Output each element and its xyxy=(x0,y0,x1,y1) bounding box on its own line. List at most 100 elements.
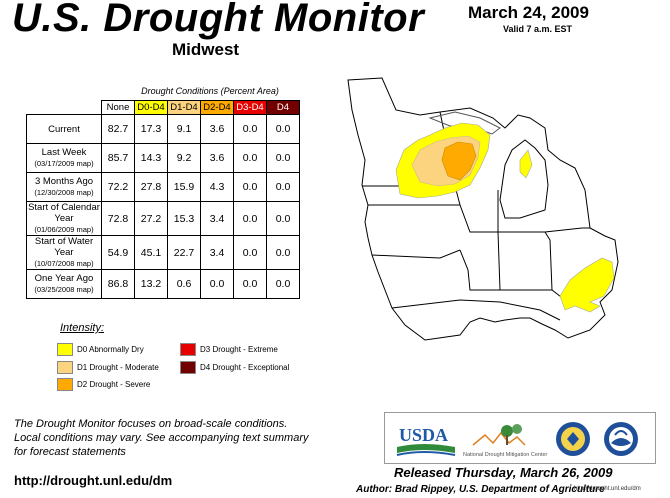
table-cell: 22.7 xyxy=(167,235,201,270)
usda-logo: USDA xyxy=(396,425,456,456)
row-label-date: (10/07/2008 map) xyxy=(34,259,94,268)
legend-label: D4 Drought - Exceptional xyxy=(200,363,290,372)
legend-title: Intensity: xyxy=(60,322,105,334)
drought-monitor-link[interactable]: http://drought.unl.edu/dm xyxy=(14,473,173,488)
michigan-lower xyxy=(499,139,549,219)
table-cell: 14.3 xyxy=(134,143,168,173)
table-cell: 13.2 xyxy=(134,269,168,299)
state-line xyxy=(459,249,505,291)
valid-time: Valid 7 a.m. EST xyxy=(503,24,573,34)
legend-swatch xyxy=(57,361,73,374)
table-cell: 0.0 xyxy=(200,269,234,299)
table-row: One Year Ago (03/25/2008 map) 86.8 13.2 0.6 0… xyxy=(26,269,300,299)
row-label-text: Start of Water Year xyxy=(34,236,94,258)
table-cell: 0.0 xyxy=(266,235,300,270)
release-date: Released Thursday, March 26, 2009 xyxy=(394,465,613,480)
d2-severe-drought-area xyxy=(441,141,477,181)
d0-abnormally-dry-area xyxy=(559,257,615,313)
row-label: One Year Ago (03/25/2008 map) xyxy=(26,269,102,299)
row-label: Start of Water Year (10/07/2008 map) xyxy=(26,235,102,270)
table-cell: 0.0 xyxy=(233,143,267,173)
ndmc-logo: National Drought Mitigation Center xyxy=(463,424,548,458)
row-label-text: One Year Ago xyxy=(34,273,94,284)
table-cell: 0.6 xyxy=(167,269,201,299)
table-cell: 0.0 xyxy=(233,269,267,299)
midwest-map xyxy=(347,77,619,341)
table-row: Current 82.7 17.3 9.1 3.6 0.0 0.0 xyxy=(26,114,300,144)
table-cell: 0.0 xyxy=(233,172,267,202)
legend-swatch xyxy=(180,343,196,356)
table-cell: 4.3 xyxy=(200,172,234,202)
row-label: 3 Months Ago (12/30/2008 map) xyxy=(26,172,102,202)
region-name: Midwest xyxy=(172,40,240,59)
column-header: D3-D4 xyxy=(233,100,267,115)
table-row: Last Week (03/17/2009 map) 85.7 14.3 9.2 3.6 0… xyxy=(26,143,300,173)
state-line xyxy=(497,190,501,291)
agency-logos: USDA National Drought Mitigation Center xyxy=(384,412,656,464)
legend-swatch xyxy=(180,361,196,374)
row-label-text: 3 Months Ago xyxy=(34,176,94,187)
logos-svg: USDA National Drought Mitigation Center xyxy=(396,422,638,458)
row-label-date: (01/06/2009 map) xyxy=(34,225,94,234)
state-line xyxy=(544,227,590,233)
row-label: Last Week (03/17/2009 map) xyxy=(26,143,102,173)
row-label-text: Start of Calendar Year xyxy=(28,202,100,224)
table-row: Start of Calendar Year (01/06/2009 map) 72… xyxy=(26,201,300,236)
table-cell: 9.1 xyxy=(167,114,201,144)
table-cell: 0.0 xyxy=(233,114,267,144)
table-cell: 54.9 xyxy=(101,235,135,270)
column-header: None xyxy=(101,100,135,115)
state-line xyxy=(368,204,498,233)
row-label-date: (03/17/2009 map) xyxy=(34,159,94,168)
legend-label: D1 Drought - Moderate xyxy=(77,363,159,372)
table-cell: 82.7 xyxy=(101,114,135,144)
commerce-seal-icon xyxy=(556,422,590,456)
table-header-row: None D0-D4 D1-D4 D2-D4 D3-D4 D4 xyxy=(27,100,300,115)
noaa-seal-icon xyxy=(604,422,638,456)
legend-label: D3 Drought - Extreme xyxy=(200,345,278,354)
map-date: March 24, 2009 xyxy=(468,3,589,22)
table-cell: 27.2 xyxy=(134,201,168,236)
row-label: Current xyxy=(26,114,102,144)
table-cell: 15.9 xyxy=(167,172,201,202)
column-header: D1-D4 xyxy=(167,100,201,115)
table-cell: 85.7 xyxy=(101,143,135,173)
row-label-text: Last Week xyxy=(41,147,87,158)
table-cell: 0.0 xyxy=(266,201,300,236)
table-cell: 45.1 xyxy=(134,235,168,270)
table-cell: 0.0 xyxy=(266,269,300,299)
legend-swatch xyxy=(57,343,73,356)
ndmc-logo-text: National Drought Mitigation Center xyxy=(463,452,548,458)
table-cell: 17.3 xyxy=(134,114,168,144)
row-label-date: (12/30/2008 map) xyxy=(34,188,94,197)
d0-abnormally-dry-area xyxy=(519,149,533,179)
state-line xyxy=(498,231,553,291)
row-label: Start of Calendar Year (01/06/2009 map) xyxy=(26,201,102,236)
table-cell: 0.0 xyxy=(233,235,267,270)
table-cell: 0.0 xyxy=(266,114,300,144)
legend-label: D0 Abnormally Dry xyxy=(77,345,144,354)
footer-note-line: The Drought Monitor focuses on broad-sca… xyxy=(14,418,288,430)
table-cell: 3.4 xyxy=(200,235,234,270)
column-header: D4 xyxy=(266,100,300,115)
table-cell: 0.0 xyxy=(233,201,267,236)
column-header: D0-D4 xyxy=(134,100,168,115)
table-caption: Drought Conditions (Percent Area) xyxy=(141,86,279,96)
row-label-text: Current xyxy=(48,123,80,135)
table-cell: 3.4 xyxy=(200,201,234,236)
legend-swatch xyxy=(57,378,73,391)
table-cell: 15.3 xyxy=(167,201,201,236)
drought-conditions-table: None D0-D4 D1-D4 D2-D4 D3-D4 D4 Current 82.7 17… xyxy=(26,100,300,299)
table-cell: 9.2 xyxy=(167,143,201,173)
legend-label: D2 Drought - Severe xyxy=(77,380,151,389)
table-cell: 86.8 xyxy=(101,269,135,299)
state-line xyxy=(371,249,461,259)
map-title: U.S. Drought Monitor xyxy=(12,0,425,40)
footer-note-line: Local conditions may vary. See accompany… xyxy=(14,432,309,444)
corner-cell xyxy=(27,101,102,115)
table-row: Start of Water Year (10/07/2008 map) 54.9 4… xyxy=(26,235,300,270)
usda-logo-text: USDA xyxy=(399,425,448,445)
site-url-small[interactable]: http://drought.unl.edu/dm xyxy=(574,486,641,492)
table-cell: 3.6 xyxy=(200,143,234,173)
author-credit: Author: Brad Rippey, U.S. Department of … xyxy=(356,484,605,495)
